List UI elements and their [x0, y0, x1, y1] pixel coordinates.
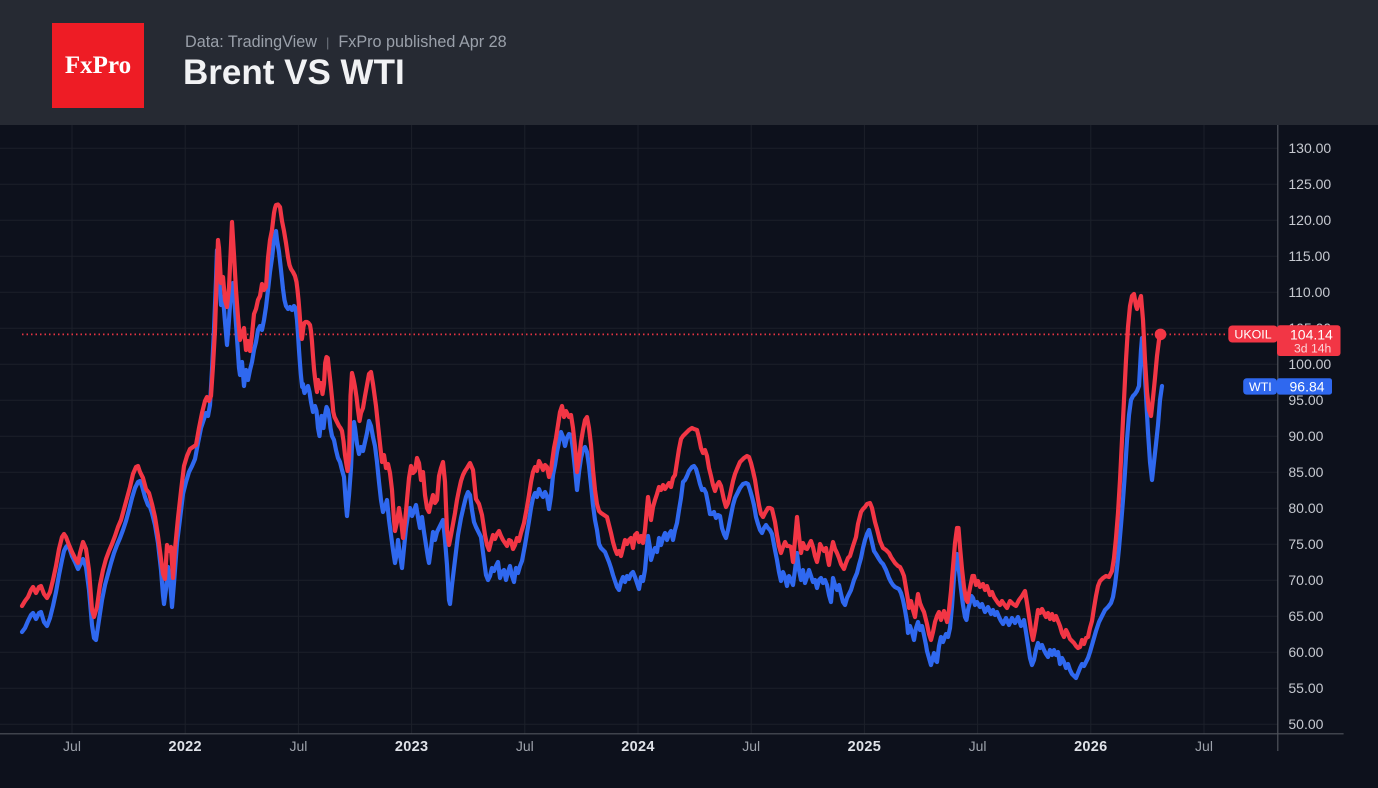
- svg-text:115.00: 115.00: [1288, 248, 1330, 264]
- svg-text:95.00: 95.00: [1288, 392, 1323, 408]
- svg-text:3d 14h: 3d 14h: [1294, 342, 1331, 356]
- svg-text:104.14: 104.14: [1290, 326, 1333, 342]
- svg-text:2026: 2026: [1074, 739, 1107, 755]
- svg-text:2025: 2025: [848, 739, 881, 755]
- svg-text:Jul: Jul: [969, 738, 987, 754]
- svg-text:85.00: 85.00: [1288, 464, 1323, 480]
- svg-text:2023: 2023: [395, 739, 428, 755]
- svg-text:65.00: 65.00: [1288, 608, 1323, 624]
- svg-text:55.00: 55.00: [1288, 680, 1323, 696]
- svg-text:70.00: 70.00: [1288, 572, 1323, 588]
- svg-text:125.00: 125.00: [1288, 176, 1331, 192]
- svg-text:120.00: 120.00: [1288, 212, 1331, 228]
- svg-text:110.00: 110.00: [1288, 284, 1330, 300]
- svg-text:60.00: 60.00: [1288, 644, 1323, 660]
- svg-text:2022: 2022: [168, 739, 201, 755]
- svg-text:2024: 2024: [621, 739, 654, 755]
- svg-text:75.00: 75.00: [1288, 536, 1323, 552]
- svg-text:90.00: 90.00: [1288, 428, 1323, 444]
- svg-text:Jul: Jul: [289, 738, 307, 754]
- svg-text:Jul: Jul: [516, 738, 534, 754]
- svg-text:96.84: 96.84: [1290, 379, 1325, 395]
- svg-text:80.00: 80.00: [1288, 500, 1323, 516]
- svg-text:130.00: 130.00: [1288, 140, 1331, 156]
- svg-text:Jul: Jul: [742, 738, 760, 754]
- svg-text:50.00: 50.00: [1288, 716, 1323, 732]
- svg-text:UKOIL: UKOIL: [1234, 328, 1271, 342]
- svg-text:Jul: Jul: [63, 738, 81, 754]
- svg-text:WTI: WTI: [1249, 380, 1272, 394]
- svg-text:100.00: 100.00: [1288, 356, 1331, 372]
- svg-text:Jul: Jul: [1195, 738, 1213, 754]
